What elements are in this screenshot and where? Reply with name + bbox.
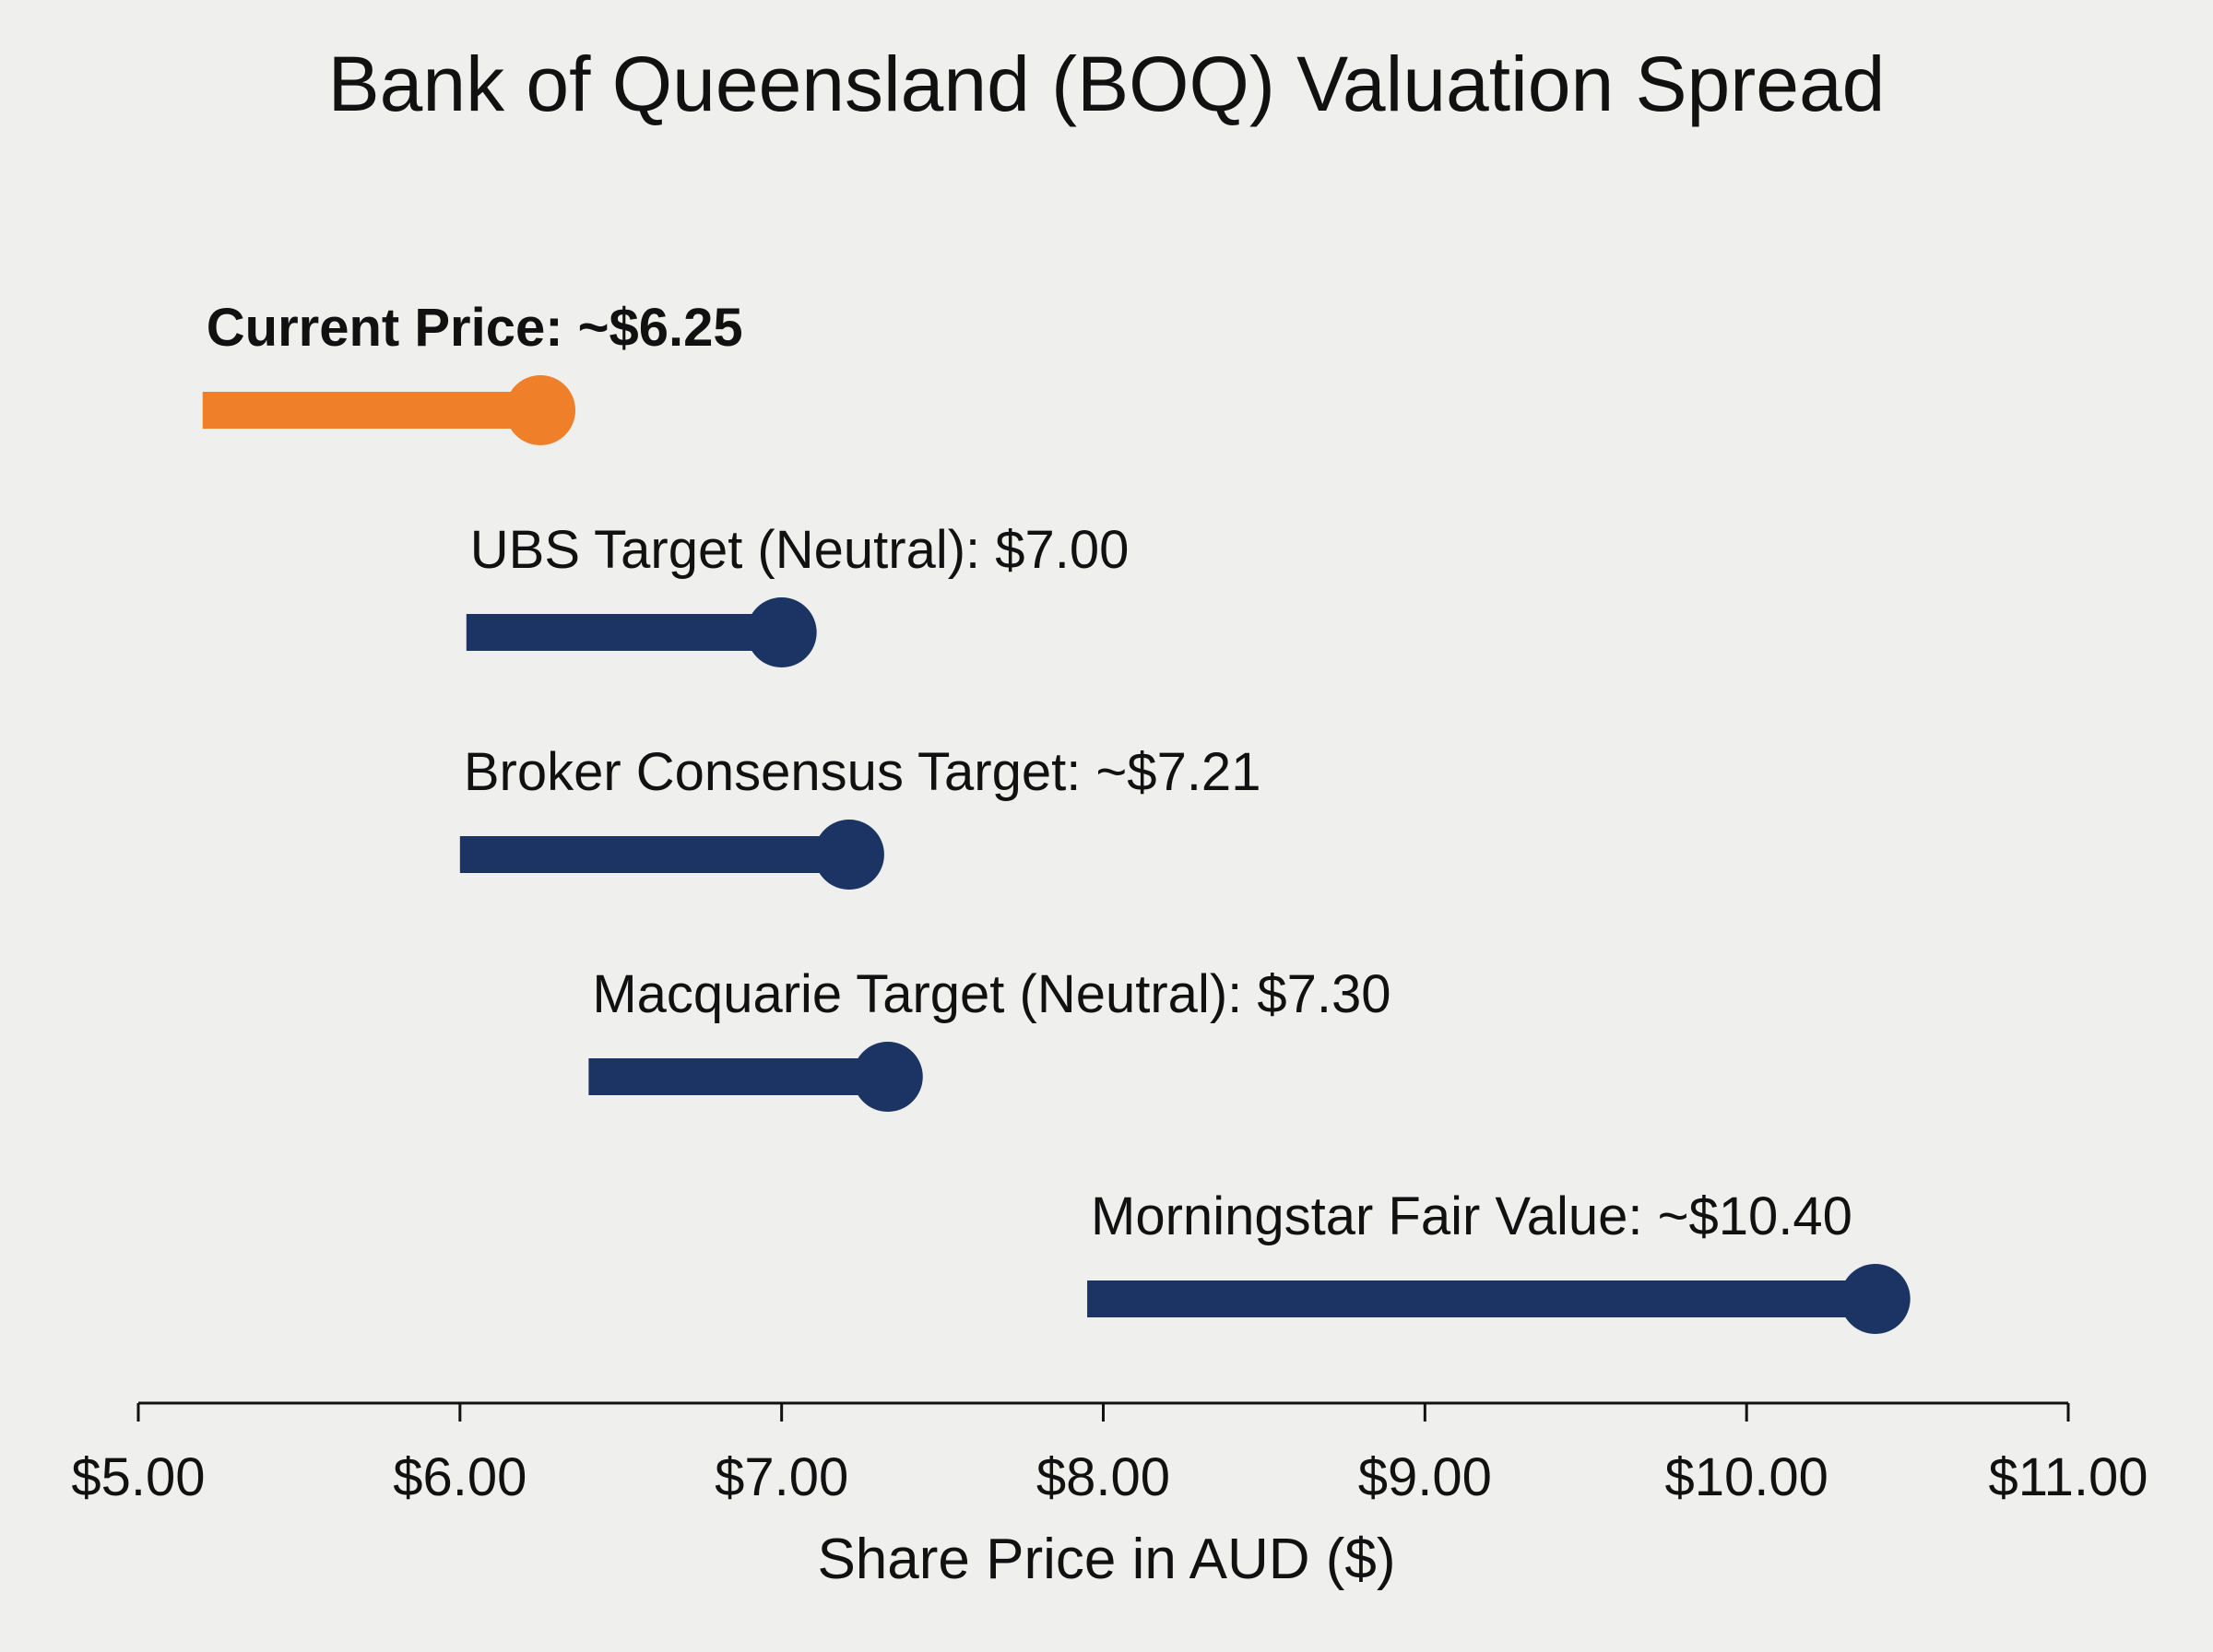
x-tick-label: $6.00 <box>393 1447 527 1507</box>
bar-end-marker <box>1840 1264 1911 1334</box>
x-tick-label: $11.00 <box>1988 1447 2148 1507</box>
chart-title: Bank of Queensland (BOQ) Valuation Sprea… <box>328 41 1886 127</box>
bar-end-marker <box>813 820 884 890</box>
bar-row: Macquarie Target (Neutral): $7.30 <box>588 964 1391 1112</box>
x-tick-label: $8.00 <box>1036 1447 1170 1507</box>
x-axis-title: Share Price in AUD ($) <box>817 1528 1395 1591</box>
bar-label: Macquarie Target (Neutral): $7.30 <box>592 964 1391 1024</box>
bar-label: Morningstar Fair Value: ~$10.40 <box>1091 1186 1852 1246</box>
x-tick-label: $9.00 <box>1358 1447 1492 1507</box>
x-axis: $5.00 $6.00 $7.00 $8.00 $9.00 $10.00 $11.00 <box>71 1401 2148 1507</box>
x-tick-label: $5.00 <box>71 1447 205 1507</box>
bar-end-marker <box>746 597 817 667</box>
bar-label: Broker Consensus Target: ~$7.21 <box>464 742 1261 802</box>
bar <box>1087 1280 1876 1317</box>
bar-row: UBS Target (Neutral): $7.00 <box>466 520 1130 667</box>
bar-label: Current Price: ~$6.25 <box>207 298 743 358</box>
bar-end-marker <box>505 375 576 445</box>
bar-row: Morningstar Fair Value: ~$10.40 <box>1087 1186 1911 1334</box>
bar <box>459 836 849 873</box>
bar-row: Broker Consensus Target: ~$7.21 <box>459 742 1261 890</box>
x-tick-label: $10.00 <box>1664 1447 1828 1507</box>
bar <box>466 614 782 651</box>
bar-row: Current Price: ~$6.25 <box>202 298 743 445</box>
x-tick-label: $7.00 <box>715 1447 848 1507</box>
bar-label: UBS Target (Neutral): $7.00 <box>470 520 1130 580</box>
bar <box>588 1058 888 1095</box>
bars-group: Current Price: ~$6.25 UBS Target (Neutral… <box>202 298 1911 1334</box>
bar <box>202 392 541 429</box>
bar-end-marker <box>852 1042 923 1112</box>
